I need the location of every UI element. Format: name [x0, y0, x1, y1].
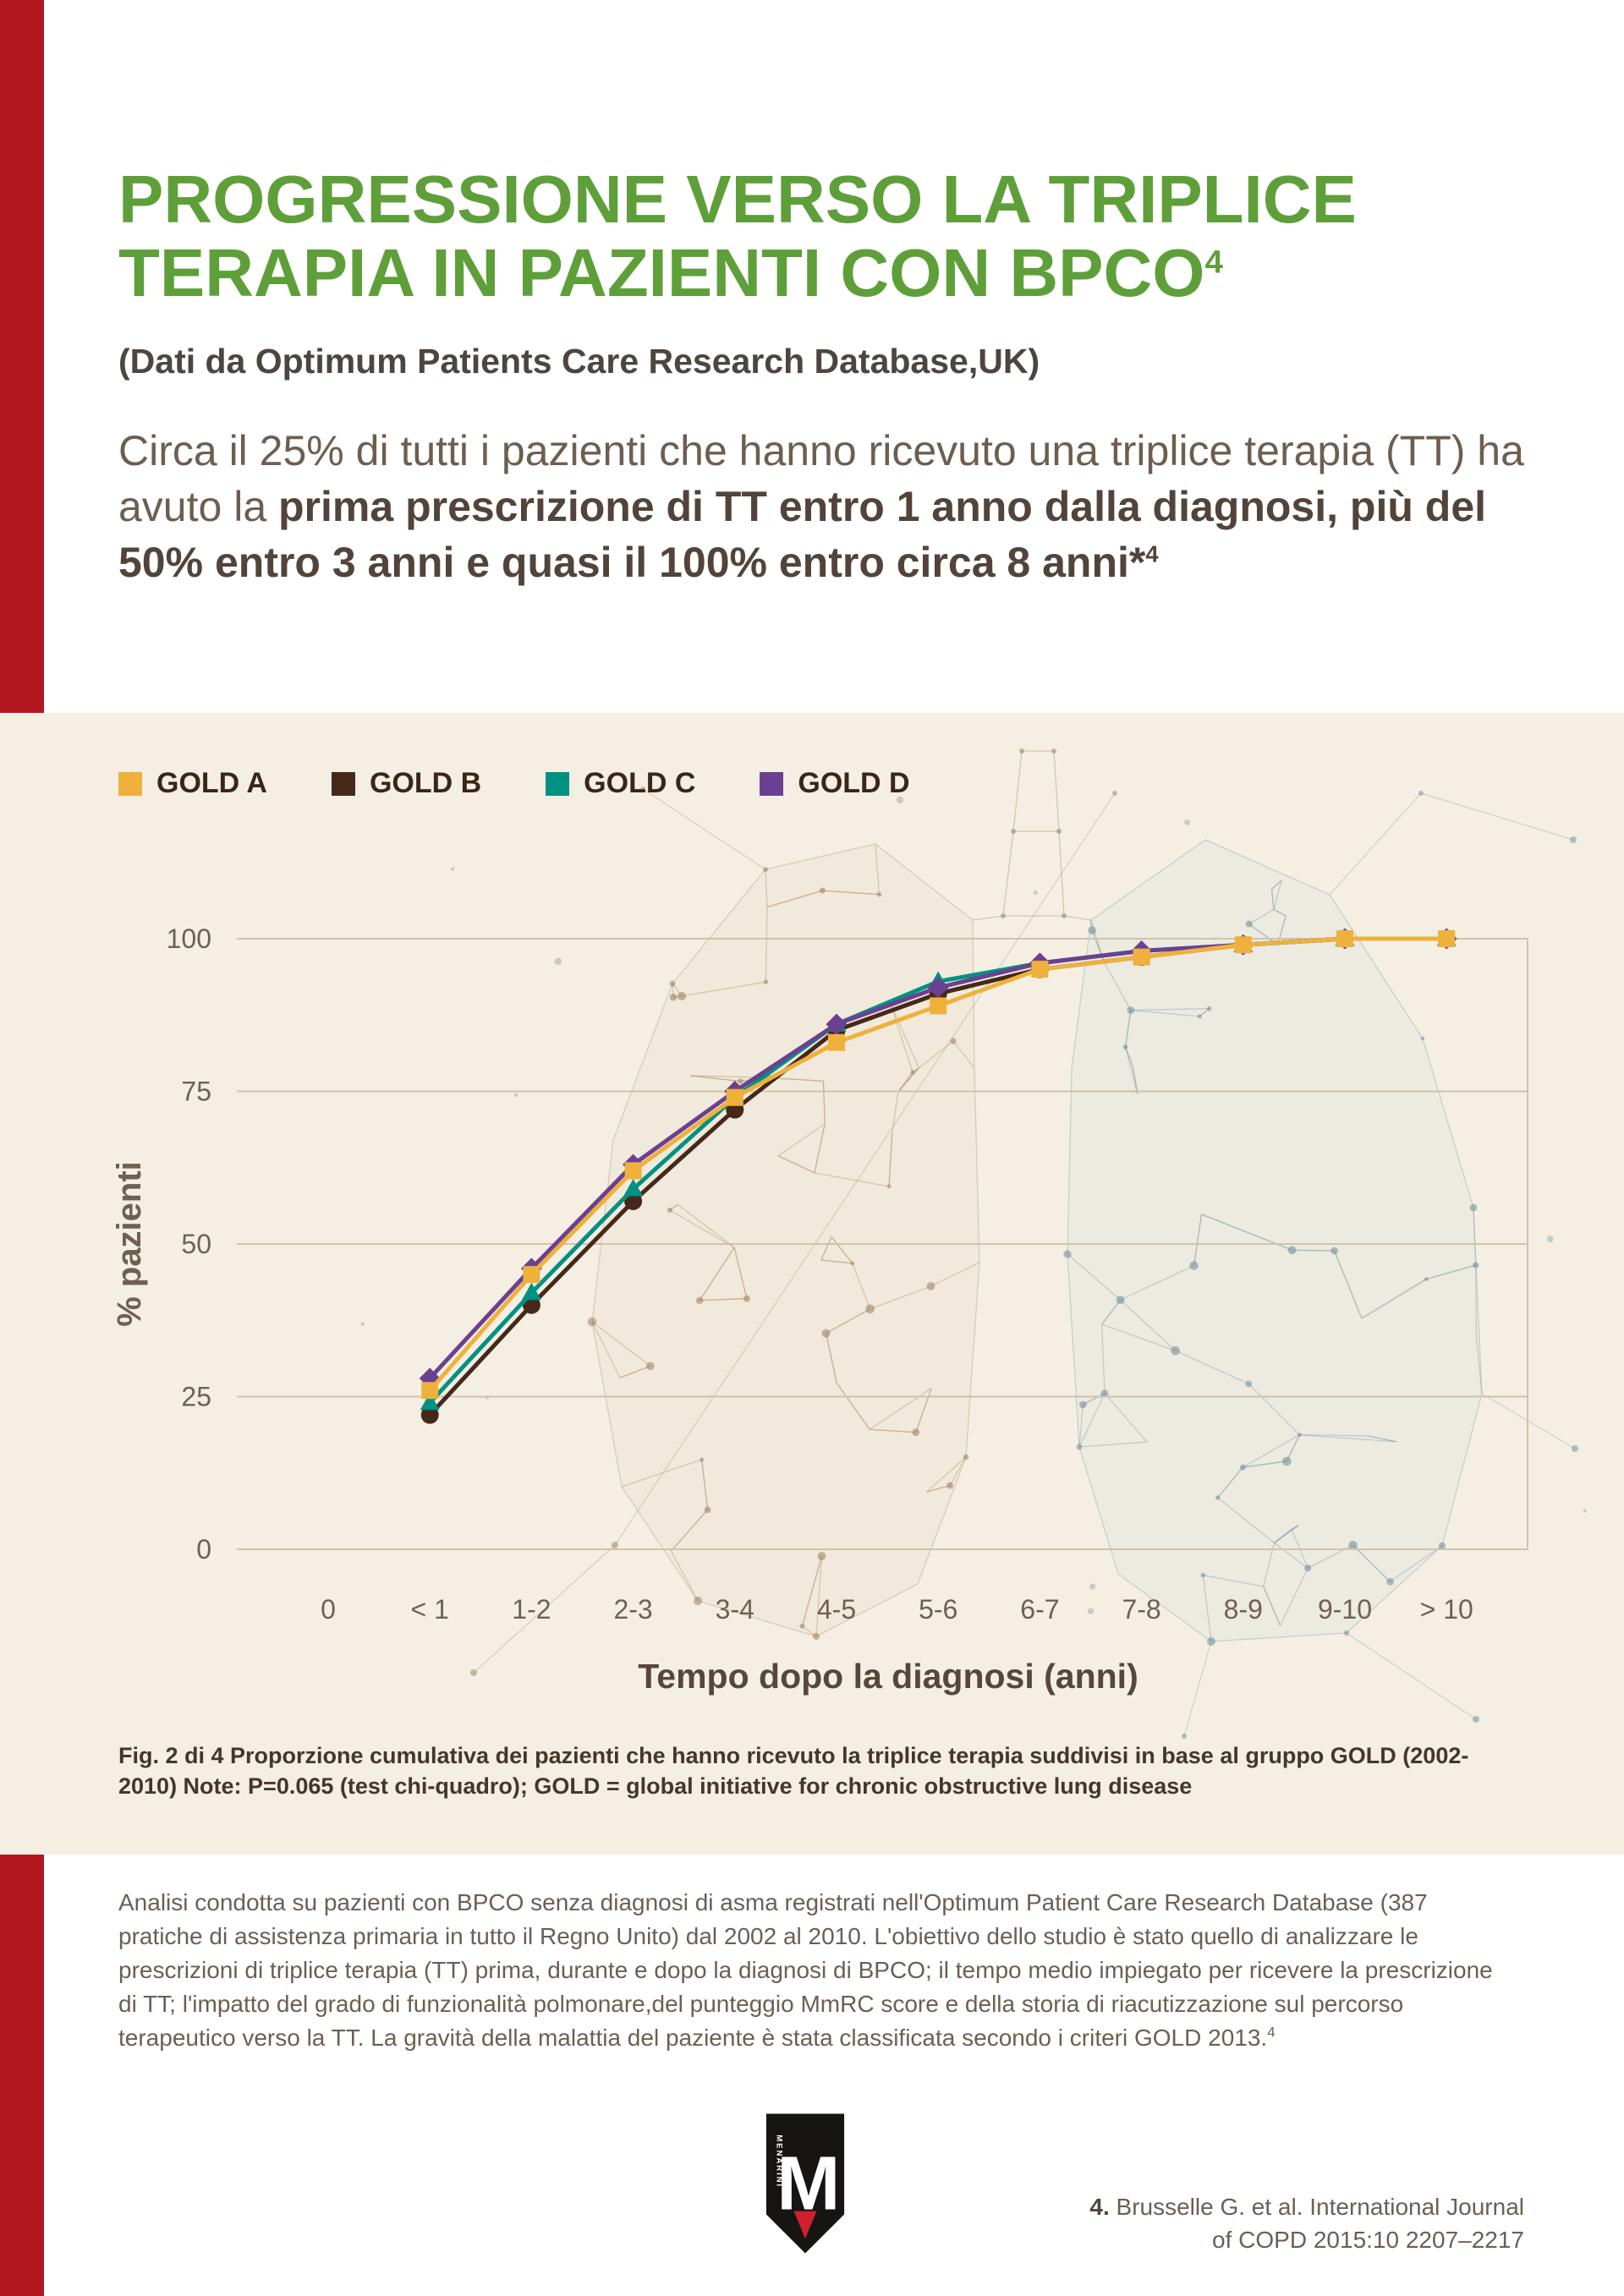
legend-item-gold-b: GOLD B — [331, 767, 482, 800]
logo-shield — [765, 2113, 845, 2254]
legend-item-gold-d: GOLD D — [760, 767, 910, 800]
y-tick-label: 25 — [181, 1382, 211, 1412]
y-tick-label: 50 — [181, 1229, 211, 1259]
menarini-logo: M MENARINI — [765, 2109, 846, 2258]
x-tick-labels: 0 < 1 1-2 2-3 3-4 4-5 5-6 6-7 7-8 8-9 9-10 > 10 — [321, 1594, 1473, 1625]
title-superscript: 4 — [1204, 244, 1223, 281]
y-tick-label: 100 — [167, 923, 211, 954]
x-axis-title: Tempo dopo la diagnosi (anni) — [638, 1657, 1138, 1696]
x-tick-label: 5-6 — [919, 1594, 957, 1625]
menarini-logo-svg: M MENARINI — [765, 2113, 845, 2254]
chart-panel: GOLD A GOLD B GOLD C GOLD D 0 25 50 75 100 0 < 1 1… — [0, 713, 1624, 1855]
legend-label: GOLD A — [156, 767, 267, 799]
legend-swatch — [760, 771, 784, 796]
x-tick-label: 0 — [321, 1594, 336, 1625]
footnote: Analisi condotta su pazienti con BPCO se… — [118, 1886, 1514, 2055]
lungs-decoration — [360, 748, 1587, 1739]
title-line2: TERAPIA IN PAZIENTI CON BPCO — [118, 235, 1205, 311]
intro-superscript: 4 — [1145, 540, 1159, 567]
legend-swatch — [546, 771, 570, 796]
x-tick-label: 4-5 — [817, 1594, 856, 1625]
intro-normal-text: Circa il 25% di tutti i pazienti che han… — [118, 427, 1524, 530]
title-line1: PROGRESSIONE VERSO LA TRIPLICE — [118, 162, 1357, 237]
reference-number: 4. — [1089, 2194, 1110, 2220]
y-tick-label: 0 — [196, 1534, 211, 1564]
page-title: PROGRESSIONE VERSO LA TRIPLICE TERAPIA IN… — [118, 162, 1539, 310]
intro-bold-text: prima prescrizione di TT entro 1 anno da… — [118, 483, 1487, 586]
chart-legend: GOLD A GOLD B GOLD C GOLD D — [118, 767, 910, 800]
x-tick-label: 8-9 — [1224, 1594, 1263, 1625]
legend-label: GOLD C — [584, 767, 696, 799]
reference-line1: Brusselle G. et al. International Journa… — [1116, 2194, 1524, 2220]
legend-item-gold-c: GOLD C — [546, 767, 695, 800]
x-tick-label: < 1 — [411, 1594, 449, 1625]
y-axis-title: % pazienti — [111, 1161, 148, 1327]
x-tick-label: 6-7 — [1020, 1594, 1059, 1625]
reference-line2: of COPD 2015:10 2207–2217 — [1212, 2227, 1524, 2254]
x-tick-label: 7-8 — [1122, 1594, 1160, 1625]
intro-paragraph: Circa il 25% di tutti i pazienti che han… — [118, 423, 1548, 590]
legend-item-gold-a: GOLD A — [118, 767, 267, 800]
legend-label: GOLD B — [369, 767, 482, 799]
figure-caption: Fig. 2 di 4 Proporzione cumulativa dei p… — [118, 1743, 1469, 1799]
legend-swatch — [118, 771, 142, 796]
logo-wordmark: MENARINI — [774, 2134, 783, 2188]
y-tick-label: 75 — [181, 1077, 211, 1107]
x-tick-label: 3-4 — [716, 1594, 754, 1625]
reference: 4. Brusselle G. et al. International Jou… — [1089, 2190, 1524, 2256]
footnote-text: Analisi condotta su pazienti con BPCO se… — [118, 1889, 1493, 2052]
series-gold-a — [421, 930, 1456, 1400]
subtitle: (Dati da Optimum Patients Care Research … — [118, 342, 1040, 381]
x-tick-label: 1-2 — [512, 1594, 551, 1625]
series-gold-d — [419, 928, 1457, 1389]
x-tick-label: > 10 — [1420, 1594, 1473, 1625]
footnote-superscript: 4 — [1267, 2024, 1276, 2041]
x-tick-label: 2-3 — [613, 1594, 652, 1625]
legend-swatch — [331, 771, 355, 796]
logo-red-triangle — [793, 2211, 817, 2239]
x-tick-label: 9-10 — [1318, 1594, 1372, 1625]
gold-progression-chart: 0 25 50 75 100 0 < 1 1-2 2-3 3-4 4-5 5-6 6-7 7-8 8-9 9-… — [111, 923, 1528, 1625]
legend-label: GOLD D — [798, 767, 910, 799]
